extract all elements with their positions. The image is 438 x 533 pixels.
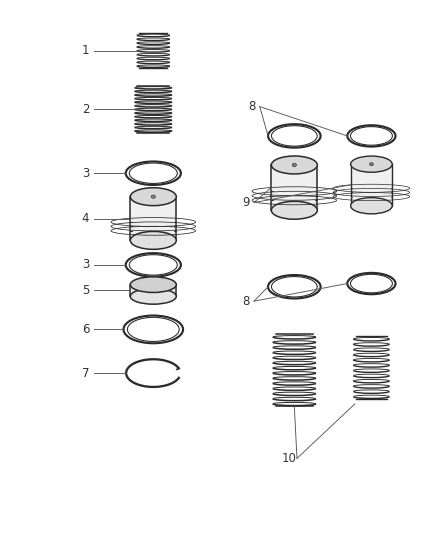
Ellipse shape bbox=[130, 288, 176, 304]
Text: 9: 9 bbox=[242, 196, 250, 209]
Polygon shape bbox=[131, 197, 176, 240]
Text: 4: 4 bbox=[81, 212, 89, 225]
Text: 6: 6 bbox=[81, 323, 89, 336]
Text: 3: 3 bbox=[82, 259, 89, 271]
Ellipse shape bbox=[350, 198, 392, 214]
Ellipse shape bbox=[130, 188, 176, 206]
Polygon shape bbox=[271, 165, 317, 210]
Text: 8: 8 bbox=[243, 295, 250, 308]
Text: 2: 2 bbox=[81, 103, 89, 116]
Text: 7: 7 bbox=[81, 367, 89, 379]
Text: 8: 8 bbox=[248, 100, 255, 113]
Text: 10: 10 bbox=[282, 452, 297, 465]
Text: 5: 5 bbox=[82, 284, 89, 297]
Ellipse shape bbox=[151, 195, 155, 198]
Ellipse shape bbox=[271, 201, 317, 219]
Ellipse shape bbox=[130, 277, 176, 293]
Text: 1: 1 bbox=[81, 44, 89, 57]
Polygon shape bbox=[131, 285, 176, 296]
Ellipse shape bbox=[271, 156, 317, 174]
Polygon shape bbox=[350, 164, 392, 206]
Ellipse shape bbox=[370, 163, 373, 166]
Text: 3: 3 bbox=[82, 167, 89, 180]
Ellipse shape bbox=[130, 231, 176, 249]
Ellipse shape bbox=[292, 164, 297, 166]
Ellipse shape bbox=[350, 156, 392, 172]
